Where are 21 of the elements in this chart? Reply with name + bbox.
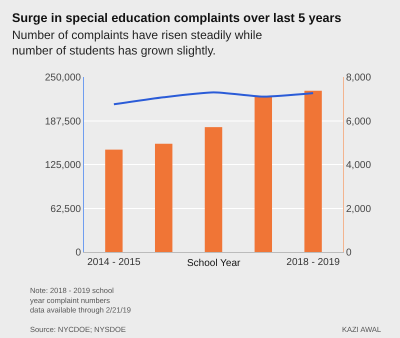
y-tick-label: 250,000: [44, 72, 82, 84]
bar: [204, 127, 222, 252]
y-tick-label: 187,500: [44, 116, 82, 128]
y-tick-label: 62,500: [50, 204, 82, 215]
bar: [254, 96, 272, 252]
bar: [154, 144, 172, 252]
x-tick-label: 2018 - 2019: [286, 257, 340, 268]
y2-tick-label: 6,000: [346, 116, 372, 128]
y-tick-label: 125,000: [44, 160, 82, 171]
chart-title: Surge in special education complaints over last 5 years: [12, 11, 342, 25]
bar: [304, 90, 322, 252]
x-tick-label: 2014 - 2015: [87, 257, 141, 268]
line-series: [112, 91, 314, 106]
chart-subtitle: Number of complaints have risen steadily while number of students has grown slightly.: [12, 28, 262, 58]
y-tick-label: 0: [75, 248, 82, 258]
x-axis-title: School Year: [187, 258, 242, 269]
y2-tick-label: 8,000: [346, 72, 372, 84]
y2-tick-label: 4,000: [346, 160, 372, 171]
bar: [105, 150, 123, 252]
y2-tick-label: 0: [346, 248, 352, 258]
y2-tick-label: 2,000: [346, 204, 372, 215]
